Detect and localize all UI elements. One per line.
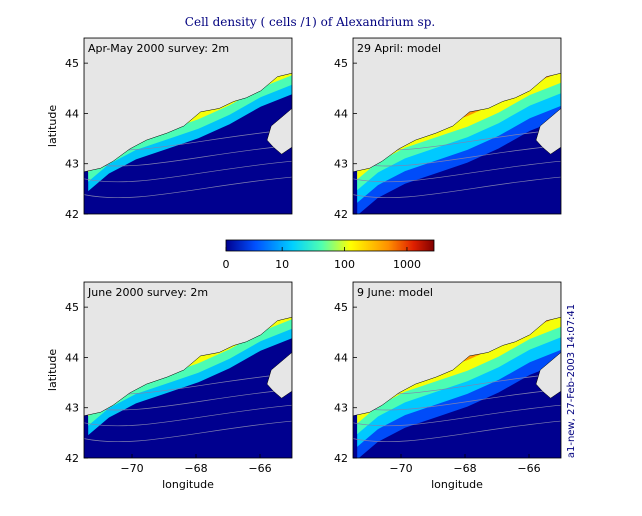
bathymetry-contour <box>84 404 292 427</box>
bathymetry-contour <box>353 420 561 443</box>
y-tick-label: 44 <box>334 107 348 120</box>
colorbar-tick-label: 100 <box>334 258 355 271</box>
y-tick-label: 44 <box>334 351 348 364</box>
land-mass <box>84 38 292 173</box>
y-axis-label: latitude <box>46 105 59 147</box>
land-mass <box>535 352 561 399</box>
panel-map-3 <box>84 282 292 458</box>
y-tick-label: 44 <box>65 107 79 120</box>
panel-title: 9 June: model <box>357 286 433 299</box>
figure-title: Cell density ( cells /1) of Alexandrium … <box>185 15 435 29</box>
x-tick-label: −68 <box>184 462 207 475</box>
bathymetry-contour <box>353 160 561 183</box>
y-tick-label: 42 <box>65 452 79 465</box>
y-tick-label: 42 <box>334 452 348 465</box>
panel-3: June 2000 survey: 2m 42 43 44 45 latitude −70 −… <box>46 281 293 491</box>
y-tick-label: 45 <box>334 301 348 314</box>
x-axis-label: longitude <box>431 478 483 491</box>
panel-frame <box>83 281 293 459</box>
x-tick-label: −66 <box>517 462 540 475</box>
colorbar-gradient <box>225 239 435 252</box>
x-axis-label: longitude <box>162 478 214 491</box>
land-mass <box>84 282 292 417</box>
y-tick-label: 45 <box>65 301 79 314</box>
y-tick-label: 43 <box>65 402 79 415</box>
y-tick-label: 43 <box>65 158 79 171</box>
colorbar-tick-label: 10 <box>275 258 289 271</box>
y-tick-label: 42 <box>334 208 348 221</box>
x-tick-label: −66 <box>248 462 271 475</box>
timestamp-label: a1-new, 27-Feb-2003 14:07:41 <box>566 304 577 458</box>
y-tick-label: 44 <box>65 351 79 364</box>
bathymetry-contour <box>84 160 292 183</box>
y-tick-label: 45 <box>334 57 348 70</box>
panel-frame <box>83 37 293 215</box>
panel-title: June 2000 survey: 2m <box>87 286 208 299</box>
x-tick-label: −70 <box>120 462 143 475</box>
bathymetry-contour <box>84 176 292 199</box>
panel-4: 9 June: model 42 43 44 45 −70 −68 −66 longitude <box>334 281 562 491</box>
bathymetry-contour <box>353 176 561 199</box>
colorbar-ticks: 0 10 100 1000 <box>223 247 421 271</box>
panel-map-1 <box>84 38 292 214</box>
panel-map-2 <box>353 38 561 214</box>
panel-frame <box>352 281 562 459</box>
colorbar: 0 10 100 1000 <box>223 239 435 271</box>
panel-2: 29 April: model 42 43 44 45 <box>334 37 562 221</box>
y-tick-label: 42 <box>65 208 79 221</box>
y-axis-label: latitude <box>46 349 59 391</box>
land-mass <box>353 282 561 417</box>
y-tick-label: 45 <box>65 57 79 70</box>
land-mass <box>266 108 292 155</box>
colorbar-tick-label: 1000 <box>393 258 421 271</box>
colorbar-tick-label: 0 <box>223 258 230 271</box>
panels: Apr-May 2000 survey: 2m 42 43 44 45 latitude 2… <box>46 37 562 491</box>
bathymetry-contour <box>84 420 292 443</box>
panel-map-4 <box>353 282 561 458</box>
panel-frame <box>352 37 562 215</box>
panel-1: Apr-May 2000 survey: 2m 42 43 44 45 latitude <box>46 37 293 221</box>
panel-title: 29 April: model <box>357 42 441 55</box>
y-tick-label: 43 <box>334 402 348 415</box>
land-mass <box>535 108 561 155</box>
bathymetry-contour <box>353 404 561 427</box>
land-mass <box>353 38 561 173</box>
panel-title: Apr-May 2000 survey: 2m <box>88 42 229 55</box>
y-tick-label: 43 <box>334 158 348 171</box>
x-tick-label: −68 <box>453 462 476 475</box>
land-mass <box>266 352 292 399</box>
x-tick-label: −70 <box>389 462 412 475</box>
